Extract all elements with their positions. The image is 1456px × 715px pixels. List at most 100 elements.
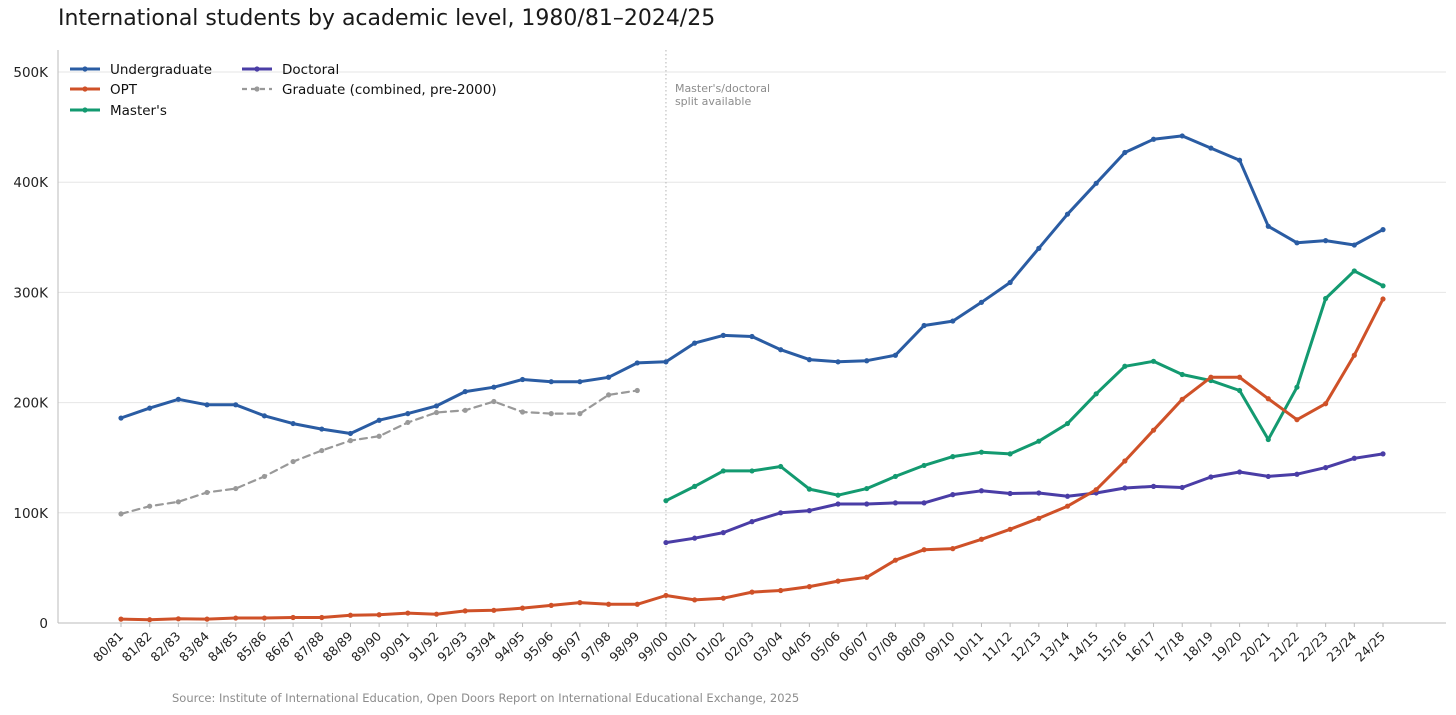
x-tick-label: 93/94: [463, 628, 499, 664]
data-point-doctoral: [950, 492, 956, 498]
x-tick-label: 23/24: [1323, 628, 1359, 664]
data-point-undergraduate: [605, 374, 612, 380]
data-point-opt: [147, 617, 153, 623]
x-tick-label: 84/85: [205, 629, 241, 665]
data-point-doctoral: [1236, 469, 1243, 475]
data-point-opt: [548, 602, 554, 608]
data-point-master-s: [749, 468, 755, 474]
data-point-opt: [1323, 401, 1329, 407]
legend-marker-undergraduate: [82, 66, 88, 72]
data-point-master-s: [1380, 283, 1386, 289]
data-point-undergraduate: [1380, 227, 1386, 233]
data-point-opt: [491, 607, 497, 613]
data-point-graduate-combined-pre-2000: [405, 419, 411, 426]
data-point-opt: [978, 536, 985, 542]
data-point-graduate-combined-pre-2000: [433, 409, 440, 416]
data-point-master-s: [1179, 371, 1185, 378]
data-point-undergraduate: [978, 299, 985, 305]
data-point-undergraduate: [433, 403, 440, 409]
x-tick-label: 06/07: [836, 629, 872, 665]
data-point-graduate-combined-pre-2000: [634, 387, 640, 394]
data-point-undergraduate: [290, 420, 296, 427]
data-point-undergraduate: [835, 359, 841, 365]
data-point-graduate-combined-pre-2000: [118, 511, 124, 517]
y-tick-label: 400K: [13, 175, 49, 191]
data-point-opt: [1208, 374, 1214, 380]
data-point-doctoral: [1265, 473, 1271, 480]
data-point-opt: [663, 592, 669, 599]
data-point-opt: [778, 587, 784, 594]
data-point-opt: [720, 595, 726, 601]
data-point-master-s: [663, 498, 669, 504]
x-tick-label: 99/00: [635, 628, 671, 664]
data-point-master-s: [1122, 363, 1128, 369]
data-point-undergraduate: [1150, 136, 1157, 142]
data-point-master-s: [1007, 451, 1013, 457]
data-point-opt: [261, 615, 268, 621]
data-point-undergraduate: [1208, 145, 1214, 151]
x-tick-label: 20/21: [1237, 629, 1273, 665]
data-point-doctoral: [720, 530, 726, 536]
data-point-undergraduate: [892, 352, 899, 358]
x-tick-label: 88/89: [319, 628, 355, 664]
series-line-graduate-combined-pre-2000: [119, 389, 639, 515]
x-tick-label: 19/20: [1209, 628, 1245, 664]
data-point-opt: [1236, 374, 1243, 380]
x-tick-label: 94/95: [492, 629, 528, 665]
data-point-doctoral: [1294, 471, 1300, 477]
data-point-undergraduate: [405, 411, 411, 417]
x-tick-label: 24/25: [1352, 629, 1388, 665]
data-point-undergraduate: [1122, 149, 1128, 156]
x-tick-label: 92/93: [434, 629, 470, 665]
x-tick-label: 86/87: [262, 629, 298, 665]
x-tick-label: 83/84: [176, 628, 212, 664]
data-point-doctoral: [692, 535, 698, 541]
data-point-opt: [175, 616, 181, 622]
y-tick-label: 100K: [13, 506, 49, 522]
x-tick-label: 17/18: [1151, 628, 1187, 664]
data-point-opt: [835, 578, 841, 584]
x-tick-label: 00/01: [664, 629, 700, 665]
data-point-undergraduate: [921, 322, 927, 329]
x-tick-label: 13/14: [1037, 628, 1073, 664]
data-point-doctoral: [778, 510, 784, 516]
data-point-opt: [1351, 352, 1357, 358]
data-point-opt: [577, 600, 583, 606]
data-point-opt: [1150, 427, 1157, 433]
data-point-opt: [1179, 396, 1185, 402]
data-point-opt: [519, 605, 526, 611]
data-point-undergraduate: [261, 413, 268, 419]
data-point-undergraduate: [233, 402, 239, 408]
data-point-undergraduate: [1294, 240, 1300, 246]
legend-label-master-s: Master's: [110, 103, 167, 119]
series-line-doctoral: [664, 452, 1385, 545]
x-tick-label: 03/04: [750, 628, 786, 664]
legend-label-undergraduate: Undergraduate: [110, 62, 212, 78]
data-point-undergraduate: [175, 396, 181, 402]
data-point-graduate-combined-pre-2000: [147, 503, 153, 509]
data-point-master-s: [1294, 384, 1300, 390]
annotation-text: split available: [675, 95, 752, 108]
data-point-graduate-combined-pre-2000: [204, 489, 210, 496]
data-point-doctoral: [835, 501, 841, 507]
data-point-opt: [1036, 515, 1042, 521]
series-lines: [118, 133, 1386, 623]
data-point-master-s: [921, 462, 927, 469]
data-point-master-s: [1093, 391, 1099, 397]
data-point-undergraduate: [1036, 245, 1042, 251]
data-point-undergraduate: [376, 417, 382, 423]
data-point-opt: [1093, 487, 1099, 493]
data-point-graduate-combined-pre-2000: [319, 447, 325, 454]
data-point-undergraduate: [806, 357, 812, 363]
data-point-graduate-combined-pre-2000: [462, 407, 468, 413]
x-tick-label: 14/15: [1065, 629, 1101, 665]
legend-marker-master-s: [82, 107, 88, 113]
data-point-undergraduate: [692, 340, 698, 346]
x-tick-label: 09/10: [922, 628, 958, 664]
data-point-opt: [433, 611, 440, 617]
y-tick-label: 500K: [13, 65, 49, 81]
data-point-undergraduate: [491, 384, 497, 390]
data-point-undergraduate: [147, 405, 153, 411]
x-tick-label: 12/13: [1008, 629, 1044, 665]
